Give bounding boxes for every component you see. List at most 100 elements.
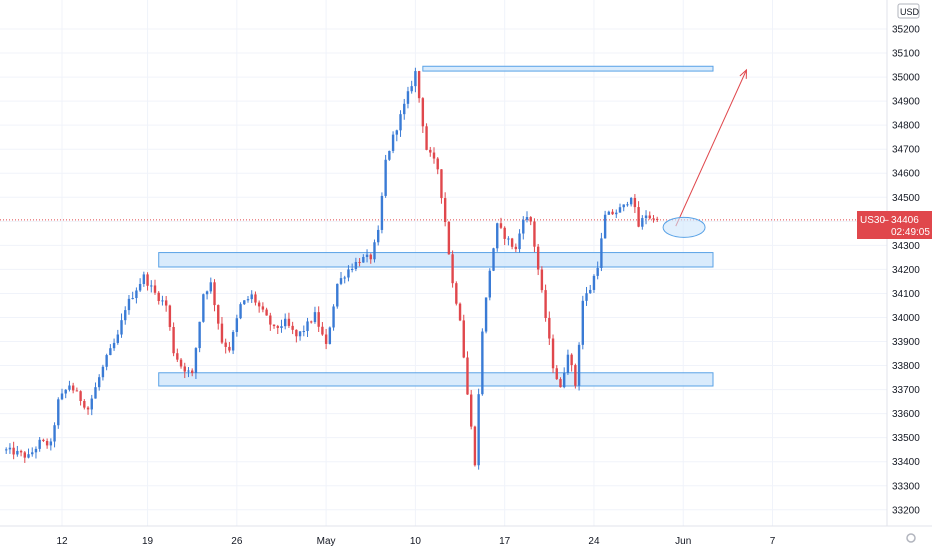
candle[interactable] [458,302,462,322]
candle[interactable] [462,314,465,359]
candle[interactable] [261,302,265,313]
candle[interactable] [53,422,56,448]
candle[interactable] [8,443,12,454]
candle[interactable] [254,291,257,306]
candle[interactable] [138,278,142,293]
candle[interactable] [525,211,529,223]
candle[interactable] [187,367,190,378]
candle[interactable] [124,306,127,325]
candle[interactable] [146,272,149,291]
candle[interactable] [641,215,644,230]
candle[interactable] [391,131,395,154]
candle[interactable] [618,203,622,213]
candle[interactable] [373,239,376,263]
candle[interactable] [79,390,82,406]
candle[interactable] [287,312,291,328]
candle[interactable] [112,338,116,351]
candle[interactable] [350,263,354,273]
candle[interactable] [570,353,573,372]
settings-button[interactable] [906,533,916,543]
candle[interactable] [626,201,629,207]
candle[interactable] [440,169,443,204]
candle[interactable] [153,279,157,295]
candle[interactable] [436,157,439,175]
candle[interactable] [86,406,90,415]
candle[interactable] [566,349,570,375]
candle[interactable] [135,287,138,304]
candle[interactable] [246,295,250,303]
candle[interactable] [377,225,380,246]
candle[interactable] [205,290,209,300]
candle[interactable] [198,321,201,353]
candle-layer[interactable] [5,67,659,470]
candle[interactable] [421,97,425,133]
candle[interactable] [161,295,164,306]
candle[interactable] [622,204,625,212]
candle[interactable] [34,446,38,459]
candle[interactable] [116,329,119,345]
candle[interactable] [507,236,510,246]
candle[interactable] [343,275,346,284]
candle[interactable] [369,253,372,264]
support-resistance-zone[interactable] [158,372,714,387]
projection-arrow-line[interactable] [675,69,747,227]
candle[interactable] [644,210,648,225]
candle[interactable] [272,324,276,329]
candle[interactable] [150,280,153,293]
candle[interactable] [410,80,413,94]
candle[interactable] [336,283,339,309]
candle[interactable] [45,438,49,449]
candle[interactable] [332,304,335,331]
candle[interactable] [235,314,239,337]
candle[interactable] [596,261,599,280]
candle[interactable] [429,146,432,157]
candle[interactable] [317,306,320,332]
candle[interactable] [209,277,212,294]
candle[interactable] [250,290,253,303]
candle[interactable] [239,302,242,320]
candle[interactable] [395,129,398,142]
candle[interactable] [213,279,216,312]
support-resistance-zone[interactable] [158,252,714,268]
candle[interactable] [328,326,332,345]
candle[interactable] [231,330,235,355]
candle[interactable] [291,321,294,335]
candle[interactable] [414,67,417,93]
candle[interactable] [536,243,540,276]
candle[interactable] [563,367,566,389]
candle[interactable] [365,249,369,263]
candle[interactable] [120,313,123,338]
candle[interactable] [71,382,75,394]
candle[interactable] [484,297,488,334]
target-ellipse[interactable] [662,216,706,238]
candle[interactable] [164,295,168,312]
candle[interactable] [488,268,491,301]
candle[interactable] [362,254,365,263]
candle[interactable] [220,317,224,345]
candle[interactable] [559,377,562,388]
candle[interactable] [496,222,499,252]
candle[interactable] [302,325,305,337]
candle[interactable] [179,357,183,369]
candle[interactable] [384,154,387,198]
candle[interactable] [514,243,518,253]
candle[interactable] [652,215,655,223]
candle[interactable] [105,353,108,371]
candle[interactable] [354,257,358,272]
candle[interactable] [656,216,659,222]
candle[interactable] [417,70,421,103]
candle[interactable] [142,271,146,287]
support-resistance-zone[interactable] [422,65,714,72]
candle[interactable] [499,217,503,230]
candle[interactable] [529,216,532,226]
candle[interactable] [64,389,67,399]
x-axis[interactable]: 12 19 26 May 10 17 24 Jun 7 [56,536,775,547]
candle[interactable] [432,147,436,164]
candle[interactable] [629,197,633,207]
candle[interactable] [481,328,484,396]
candle[interactable] [23,450,26,463]
candle[interactable] [172,322,175,357]
candle[interactable] [503,226,506,246]
